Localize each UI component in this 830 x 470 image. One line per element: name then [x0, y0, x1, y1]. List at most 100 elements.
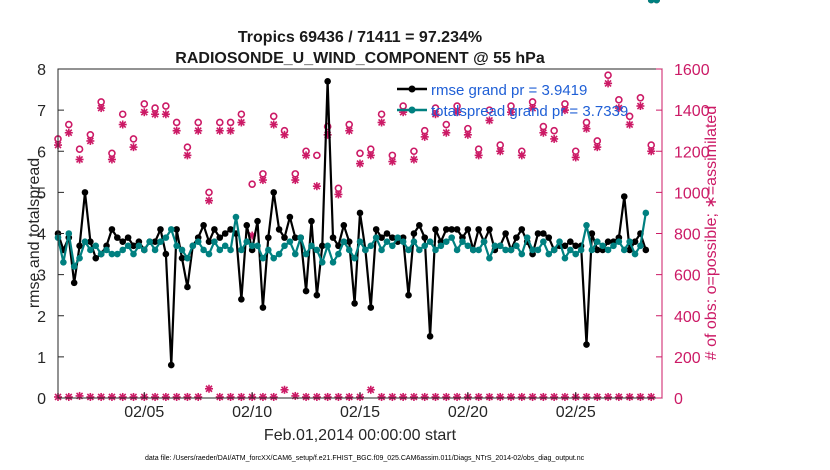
series-point-totalspread [254, 242, 261, 250]
obs-assimilated-marker [366, 151, 375, 160]
y-tick-label: 0 [37, 391, 46, 408]
obs-star-stroke [410, 393, 418, 401]
obs-assimilated-marker [86, 136, 95, 145]
series-point-rmse [604, 238, 612, 246]
series-point-rmse [162, 250, 170, 258]
series-point-rmse [642, 246, 650, 254]
obs-possible-marker [162, 102, 170, 110]
series-point-totalspread [588, 246, 596, 254]
obs-star-stroke [410, 155, 418, 164]
obs-star-stroke [259, 176, 267, 184]
obs-star-stroke [302, 393, 310, 401]
y-tick-label: 4 [37, 227, 46, 244]
obs-star-stroke [604, 393, 612, 401]
obs-assimilated-marker [237, 118, 246, 127]
obs-possible-marker [550, 126, 558, 135]
series-point-totalspread [491, 242, 499, 250]
obs-star-stroke [270, 393, 278, 401]
obs-assimilated-marker [453, 108, 462, 117]
series-point-totalspread [275, 250, 283, 258]
obs-star-stroke [151, 110, 159, 118]
obs-baseline-marker [129, 392, 138, 401]
obs-star-stroke [442, 129, 450, 137]
obs-baseline-marker [291, 391, 300, 400]
obs-star-stroke [539, 393, 547, 401]
series-point-rmse [593, 246, 601, 254]
obs-star-stroke [194, 393, 202, 401]
series-point-totalspread [653, 0, 660, 4]
series-point-rmse [513, 234, 520, 241]
obs-possible-marker [194, 118, 203, 127]
obs-assimilated-marker [140, 108, 149, 117]
obs-assimilated-marker [356, 159, 364, 168]
series-point-rmse [308, 217, 315, 225]
obs-possible-marker [442, 120, 451, 129]
obs-star-stroke [550, 393, 558, 401]
series-point-totalspread [567, 246, 574, 254]
obs-star-stroke [129, 143, 138, 151]
series-point-totalspread [103, 246, 110, 254]
obs-assimilated-marker [560, 106, 569, 115]
series-point-rmse [329, 234, 337, 241]
x-tick-label: 02/15 [340, 404, 380, 421]
series-point-rmse [216, 234, 224, 241]
obs-possible-marker [313, 151, 321, 160]
series-point-totalspread [610, 242, 617, 250]
obs-star-stroke [615, 104, 623, 112]
series-point-totalspread [410, 238, 418, 246]
series-point-totalspread [545, 250, 553, 258]
series-point-rmse [265, 234, 272, 241]
obs-star-stroke [259, 393, 267, 401]
series-point-totalspread [647, 0, 655, 4]
obs-assimilated-marker [625, 120, 634, 129]
obs-assimilated-marker [604, 79, 613, 88]
obs-baseline-marker [474, 392, 483, 401]
series-point-rmse [205, 238, 213, 246]
series-point-rmse [442, 226, 450, 233]
obs-star-stroke [485, 116, 493, 124]
series-point-rmse [620, 193, 628, 200]
y-tick-label: 1 [37, 350, 46, 367]
obs-baseline-marker [226, 392, 235, 401]
series-point-rmse [567, 238, 574, 246]
obs-star-stroke [334, 393, 342, 401]
series-point-rmse [313, 291, 321, 299]
series-point-rmse [518, 226, 526, 233]
series-point-rmse [87, 238, 94, 246]
series-point-totalspread [324, 242, 331, 250]
series-point-totalspread [265, 246, 272, 254]
obs-star-stroke [421, 133, 429, 141]
series-point-totalspread [540, 238, 547, 246]
obs-baseline-marker [636, 392, 645, 401]
obs-possible-marker [205, 188, 213, 197]
y-right-tick-label: 1600 [674, 62, 710, 79]
series-point-rmse [254, 217, 261, 225]
obs-star-stroke [119, 120, 127, 129]
series-point-rmse [81, 189, 89, 196]
series-point-rmse [356, 209, 364, 217]
series-point-totalspread [97, 250, 105, 258]
obs-star-stroke [302, 151, 310, 159]
obs-star-stroke [173, 393, 181, 401]
series-point-totalspread [561, 254, 569, 262]
obs-star-stroke [367, 386, 375, 394]
obs-star-stroke [593, 143, 601, 151]
series-point-totalspread [211, 238, 218, 246]
obs-star-stroke [108, 393, 116, 401]
obs-star-stroke [453, 108, 461, 116]
obs-star-stroke [507, 393, 515, 401]
series-point-totalspread [130, 250, 137, 258]
series-point-totalspread [351, 254, 358, 262]
series-point-rmse [502, 230, 509, 237]
obs-star-stroke [378, 393, 386, 401]
series-point-totalspread [297, 234, 304, 241]
series-point-totalspread [60, 258, 67, 266]
obs-possible-marker [183, 143, 192, 151]
series-point-totalspread [469, 246, 477, 254]
obs-assimilated-marker [507, 108, 515, 117]
series-layer [54, 0, 660, 369]
series-point-totalspread [178, 246, 186, 254]
series-point-rmse [70, 279, 78, 287]
obs-baseline-marker [205, 384, 213, 393]
series-point-totalspread [453, 246, 461, 254]
